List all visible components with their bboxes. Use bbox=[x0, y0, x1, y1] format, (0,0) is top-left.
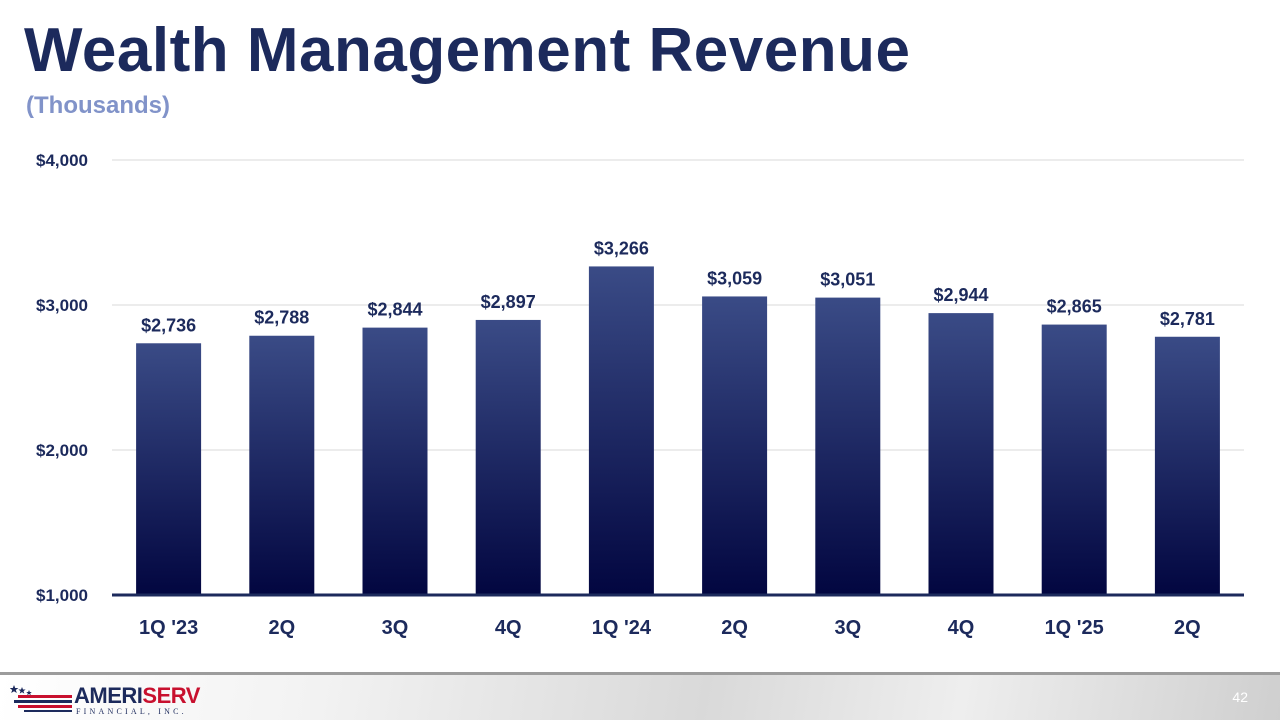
logo-wordmark-ameri: AMERI bbox=[74, 683, 143, 708]
bar-value-label: $2,788 bbox=[254, 308, 309, 328]
y-tick-label: $2,000 bbox=[36, 441, 88, 460]
x-tick-label: 1Q '25 bbox=[1045, 617, 1104, 639]
footer-bar: AMERISERV FINANCIAL, INC. 42 bbox=[0, 672, 1280, 720]
logo-tagline: FINANCIAL, INC. bbox=[76, 707, 187, 716]
bar bbox=[815, 297, 881, 595]
y-tick-label: $3,000 bbox=[36, 296, 88, 315]
bar bbox=[136, 343, 202, 595]
bar bbox=[249, 335, 315, 595]
x-tick-label: 3Q bbox=[382, 617, 409, 639]
logo-wordmark-serv: SERV bbox=[142, 683, 200, 708]
slide-subtitle: (Thousands) bbox=[26, 92, 170, 119]
x-tick-label: 4Q bbox=[948, 617, 975, 639]
bar-value-label: $3,266 bbox=[594, 238, 649, 258]
ameriserv-logo: AMERISERV FINANCIAL, INC. bbox=[10, 683, 200, 717]
bar bbox=[702, 296, 768, 595]
x-tick-label: 2Q bbox=[721, 617, 748, 639]
y-tick-label: $4,000 bbox=[36, 151, 88, 170]
bar-value-label: $2,844 bbox=[367, 300, 422, 320]
x-axis-tick-labels: 1Q '23 2Q 3Q 4Q 1Q '24 2Q 3Q 4Q 1Q '25 2Q bbox=[139, 617, 1201, 639]
x-tick-label: 3Q bbox=[834, 617, 861, 639]
flag-stripes-icon bbox=[10, 685, 72, 712]
bar-value-label: $2,781 bbox=[1160, 309, 1215, 329]
bar-value-label: $2,736 bbox=[141, 315, 196, 335]
page-number: 42 bbox=[1232, 689, 1248, 705]
bar bbox=[475, 319, 541, 595]
y-tick-label: $1,000 bbox=[36, 586, 88, 605]
x-tick-label: 4Q bbox=[495, 617, 522, 639]
bar bbox=[362, 327, 428, 595]
bars bbox=[136, 266, 1220, 595]
slide-title: Wealth Management Revenue bbox=[24, 16, 911, 85]
logo-wordmark: AMERISERV bbox=[74, 685, 200, 707]
bar-value-label: $2,865 bbox=[1047, 297, 1102, 317]
revenue-bar-chart: $1,000$2,000$3,000$4,000 $2,736 $2,788 $2,… bbox=[36, 151, 1244, 639]
bar-value-labels: $2,736 $2,788 $2,844 $2,897 $3,266 $3,059 $3,0… bbox=[141, 238, 1215, 335]
bar bbox=[1041, 324, 1107, 595]
bar bbox=[928, 313, 994, 595]
bar bbox=[588, 266, 654, 595]
x-tick-label: 2Q bbox=[268, 617, 295, 639]
bar-value-label: $2,897 bbox=[481, 292, 536, 312]
bar-value-label: $3,051 bbox=[820, 270, 875, 290]
x-tick-label: 1Q '23 bbox=[139, 617, 198, 639]
bar bbox=[1154, 336, 1220, 595]
bar-value-label: $3,059 bbox=[707, 268, 762, 288]
bar-value-label: $2,944 bbox=[933, 285, 988, 305]
x-tick-label: 1Q '24 bbox=[592, 617, 652, 639]
y-axis-tick-labels: $1,000 $2,000 $3,000 $4,000 bbox=[36, 151, 88, 605]
x-tick-label: 2Q bbox=[1174, 617, 1201, 639]
